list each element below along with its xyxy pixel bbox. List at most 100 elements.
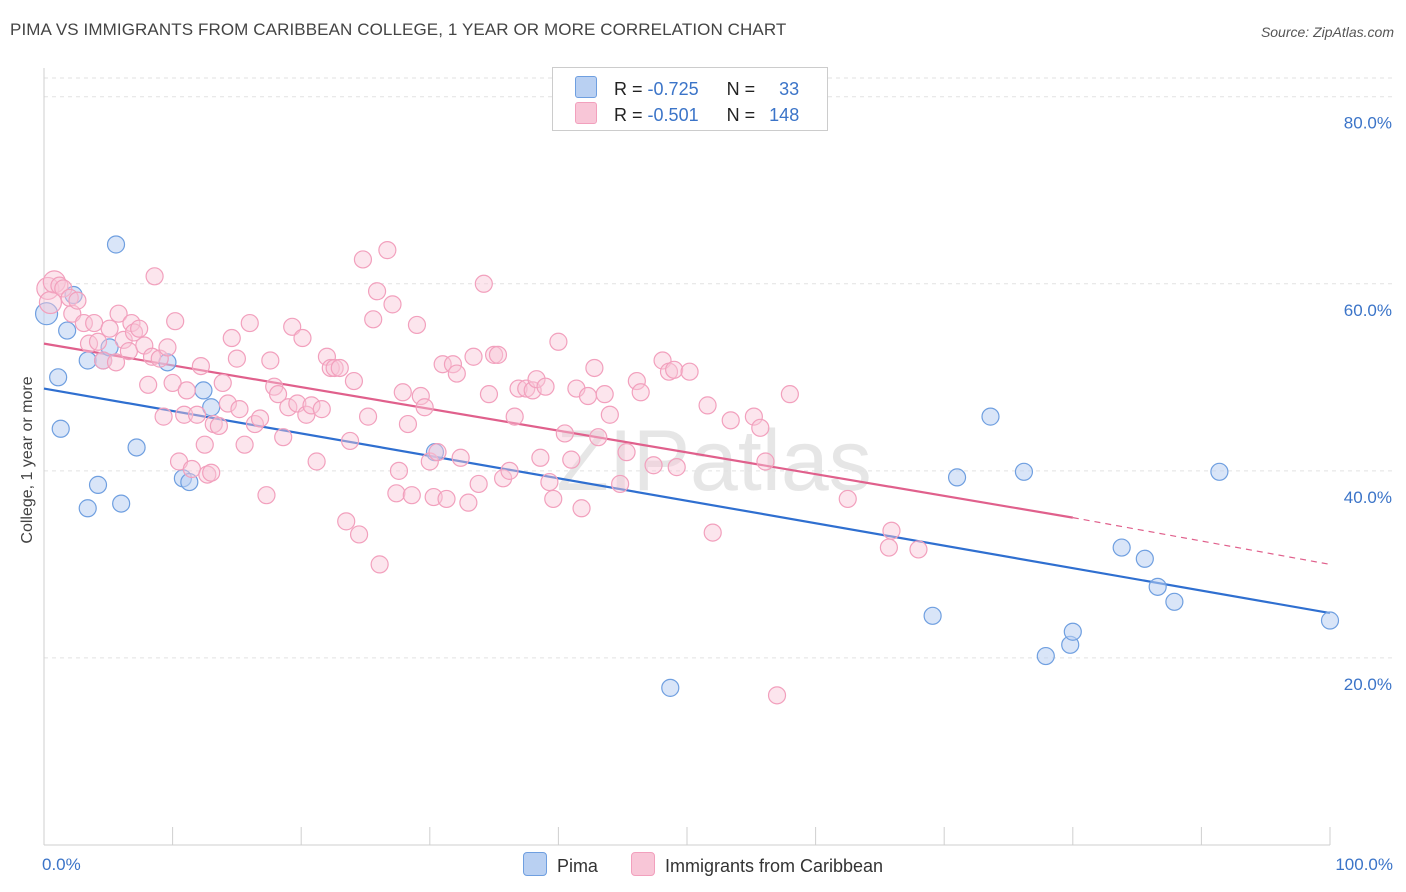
caribbean-point bbox=[627, 371, 646, 391]
caribbean-point bbox=[330, 358, 349, 378]
caribbean-point bbox=[703, 523, 722, 542]
r-value: -0.501 bbox=[647, 105, 699, 125]
caribbean-point bbox=[433, 355, 452, 374]
caribbean-point bbox=[600, 405, 619, 424]
legend-label: Pima bbox=[556, 856, 598, 876]
caribbean-point bbox=[474, 274, 493, 293]
y-tick-label: 60.0% bbox=[1344, 301, 1392, 320]
data-points bbox=[34, 235, 1340, 705]
caribbean-point bbox=[420, 452, 439, 471]
caribbean-point bbox=[589, 428, 608, 447]
caribbean-point bbox=[479, 385, 499, 404]
caribbean-point bbox=[175, 405, 194, 424]
caribbean-point bbox=[106, 353, 126, 372]
caribbean-point bbox=[578, 386, 598, 406]
r-value: -0.725 bbox=[647, 79, 699, 99]
caribbean-point bbox=[344, 371, 364, 391]
caribbean-point bbox=[617, 443, 636, 462]
caribbean-point bbox=[261, 351, 280, 370]
caribbean-point bbox=[283, 317, 302, 336]
legend-label: Immigrants from Caribbean bbox=[664, 856, 884, 876]
caribbean-point bbox=[177, 381, 196, 400]
legend-item-caribbean[interactable]: Immigrants from Caribbean bbox=[630, 852, 884, 877]
pima-points bbox=[34, 235, 1340, 697]
caribbean-point bbox=[337, 512, 356, 531]
caribbean-point bbox=[459, 493, 478, 512]
pima-point bbox=[78, 499, 97, 518]
caribbean-point bbox=[882, 521, 901, 540]
caribbean-point bbox=[667, 458, 686, 477]
caribbean-point bbox=[402, 486, 421, 505]
caribbean-point bbox=[88, 332, 108, 351]
caribbean-point bbox=[488, 345, 508, 364]
pima-point bbox=[1210, 462, 1229, 481]
caribbean-point bbox=[443, 355, 463, 374]
caribbean-point bbox=[378, 241, 397, 260]
caribbean-point bbox=[213, 373, 232, 393]
legend-row-caribbean: R = -0.501 N = 148 bbox=[575, 102, 799, 128]
caribbean-point bbox=[665, 360, 684, 379]
caribbean-point bbox=[54, 279, 73, 298]
caribbean-point bbox=[387, 484, 406, 503]
caribbean-point bbox=[218, 394, 237, 413]
caribbean-point bbox=[451, 448, 470, 467]
caribbean-point bbox=[340, 431, 360, 451]
axes bbox=[43, 68, 1331, 846]
source-label: Source: ZipAtlas.com bbox=[1260, 24, 1394, 40]
caribbean-point bbox=[240, 313, 259, 333]
caribbean-point bbox=[367, 282, 387, 301]
tick-labels: 20.0% 40.0% 60.0% 80.0% 0.0% 100.0% bbox=[42, 114, 1393, 874]
caribbean-point bbox=[279, 398, 298, 417]
caribbean-point bbox=[536, 377, 555, 396]
caribbean-point bbox=[325, 358, 344, 378]
trend-lines bbox=[43, 342, 1331, 615]
caribbean-point bbox=[100, 319, 119, 338]
caribbean-point bbox=[572, 499, 591, 518]
x-tick-label: 100.0% bbox=[1335, 855, 1393, 874]
pima-point bbox=[106, 235, 126, 254]
caribbean-point bbox=[398, 414, 418, 434]
caribbean-point bbox=[407, 315, 427, 335]
r-label: R = bbox=[614, 105, 643, 125]
pima-point bbox=[127, 438, 146, 457]
pima-swatch bbox=[575, 76, 597, 98]
caribbean-point bbox=[163, 373, 182, 393]
y-tick-label: 40.0% bbox=[1344, 488, 1392, 507]
caribbean-point bbox=[393, 383, 412, 402]
y-tick-label: 20.0% bbox=[1344, 675, 1392, 694]
caribbean-point bbox=[312, 400, 331, 419]
caribbean-point bbox=[680, 362, 699, 381]
pima-point bbox=[1148, 577, 1167, 596]
caribbean-point bbox=[85, 313, 104, 333]
caribbean-point bbox=[437, 489, 456, 509]
caribbean-point bbox=[293, 328, 312, 348]
legend-item-pima[interactable]: Pima bbox=[522, 852, 598, 877]
pima-point bbox=[112, 494, 131, 513]
caribbean-points bbox=[36, 241, 928, 705]
caribbean-point bbox=[767, 686, 787, 705]
caribbean-point bbox=[505, 407, 524, 426]
pima-point bbox=[947, 468, 967, 487]
caribbean-point bbox=[158, 338, 177, 357]
caribbean-point bbox=[235, 435, 254, 454]
caribbean-swatch bbox=[630, 852, 655, 876]
caribbean-point bbox=[464, 347, 483, 366]
caribbean-point bbox=[119, 342, 138, 361]
caribbean-point bbox=[744, 407, 763, 426]
pima-point bbox=[100, 338, 119, 357]
caribbean-point bbox=[411, 386, 430, 406]
pima-point bbox=[58, 321, 77, 340]
pima-point bbox=[981, 407, 1000, 426]
caribbean-point bbox=[74, 313, 93, 333]
r-label: R = bbox=[614, 79, 643, 99]
caribbean-swatch bbox=[575, 102, 597, 124]
caribbean-point bbox=[274, 428, 293, 447]
caribbean-trend-line bbox=[43, 342, 1073, 519]
caribbean-point bbox=[494, 469, 513, 488]
caribbean-point bbox=[202, 463, 221, 482]
caribbean-point bbox=[500, 461, 519, 480]
caribbean-point bbox=[721, 411, 740, 430]
caribbean-point bbox=[114, 330, 133, 350]
caribbean-point bbox=[611, 474, 630, 494]
